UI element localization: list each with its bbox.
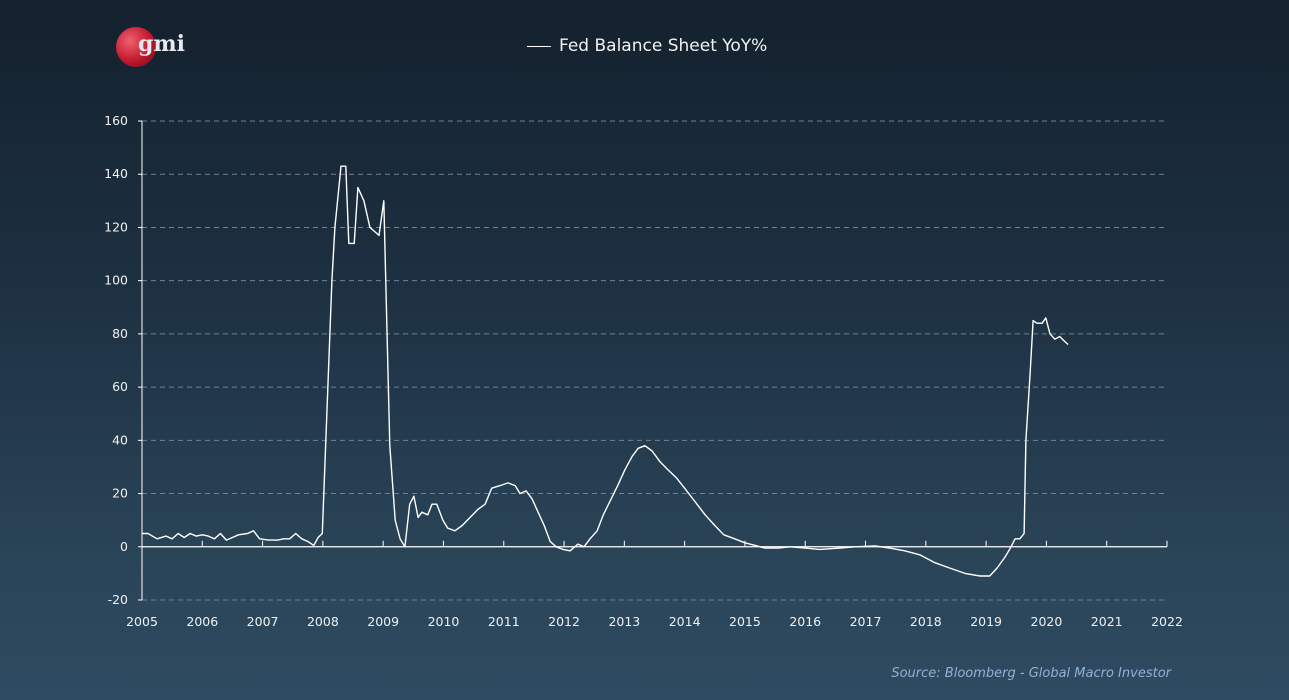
x-tick-label: 2014 <box>669 614 701 629</box>
x-tick-label: 2007 <box>247 614 279 629</box>
y-tick-label: 120 <box>104 219 128 234</box>
x-tick-label: 2005 <box>126 614 158 629</box>
x-tick-label: 2018 <box>910 614 942 629</box>
source-note: Source: Bloomberg - Global Macro Investo… <box>891 666 1171 681</box>
x-tick-label: 2011 <box>488 614 520 629</box>
x-tick-label: 2012 <box>548 614 580 629</box>
logo-text: gmi <box>138 31 186 57</box>
x-tick-label: 2010 <box>428 614 460 629</box>
y-tick-label: -20 <box>108 592 128 607</box>
chart-legend: Fed Balance Sheet YoY% <box>527 36 767 56</box>
x-tick-label: 2019 <box>970 614 1002 629</box>
x-tick-label: 2008 <box>307 614 339 629</box>
y-tick-label: 160 <box>104 113 128 128</box>
y-tick-label: 0 <box>120 539 128 554</box>
x-tick-label: 2020 <box>1031 614 1063 629</box>
legend-label: Fed Balance Sheet YoY% <box>559 36 768 56</box>
x-tick-label: 2022 <box>1151 614 1183 629</box>
y-tick-label: 140 <box>104 166 128 181</box>
x-tick-label: 2017 <box>850 614 882 629</box>
legend-swatch <box>527 45 551 47</box>
series-line <box>142 165 1069 577</box>
globe-icon <box>116 27 156 67</box>
x-tick-label: 2013 <box>608 614 640 629</box>
y-tick-label: 40 <box>112 432 128 447</box>
y-tick-label: 80 <box>112 326 128 341</box>
x-tick-label: 2016 <box>789 614 821 629</box>
x-tick-label: 2015 <box>729 614 761 629</box>
x-tick-label: 2009 <box>367 614 399 629</box>
x-tick-label: 2021 <box>1091 614 1123 629</box>
gmi-logo: gmi <box>114 25 194 69</box>
y-tick-label: 20 <box>112 486 128 501</box>
y-tick-label: 100 <box>104 273 128 288</box>
x-tick-label: 2006 <box>186 614 218 629</box>
y-tick-label: 60 <box>112 379 128 394</box>
